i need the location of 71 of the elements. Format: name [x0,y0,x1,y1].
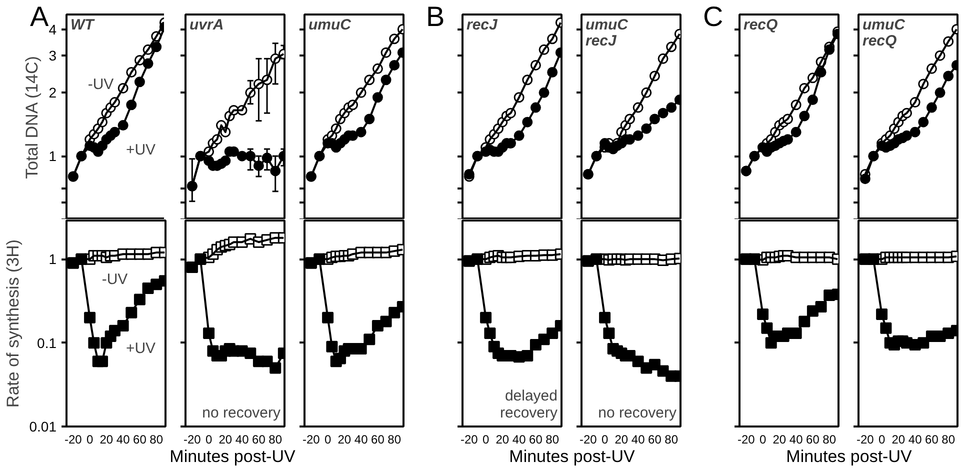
text: umuC recJ [586,16,630,50]
x-tick-label: 20 [100,432,114,446]
x-tick-label: -20 [183,432,202,446]
x-tick-label: 0 [759,432,766,446]
x-tick-label: 0 [86,432,94,446]
x-tick-label: 60 [371,432,385,446]
x-tick-label: 60 [648,432,662,446]
x-tick-label: 40 [789,432,804,446]
chart-title: recQ [744,16,778,34]
chart-title: WT [70,16,96,34]
x-axis-title: Minutes post-UV [170,447,296,466]
x-tick-label: 20 [772,432,786,446]
y-axis-title: Rate of synthesis (3H) [3,239,22,408]
y-tick-label: 1 [48,148,57,164]
chart-title: uvrA [190,16,224,34]
x-tick-label: 0 [482,432,490,446]
x-tick-label: 80 [388,432,402,446]
x-tick-label: -20 [302,432,320,446]
x-tick-label: 60 [133,432,147,446]
y-tick-label: 3 [48,48,57,64]
x-tick-label: 40 [512,432,526,446]
x-tick-label: 80 [664,432,678,446]
legend-label: -UV [88,76,114,93]
x-tick-label: 0 [324,432,332,446]
y-axis-title: Total DNA (14C) [22,56,42,179]
x-tick-label: 20 [892,432,906,446]
x-tick-label: 40 [354,432,368,446]
x-tick-label: -20 [460,432,478,446]
text: umuC recQ [862,16,906,50]
series-label: +UV [126,142,156,159]
x-tick-label: 40 [116,432,130,446]
x-tick-label: 0 [205,432,212,446]
x-tick-label: 60 [529,432,543,446]
x-tick-label: 20 [496,432,510,446]
chart-title: umuC [308,16,352,34]
y-tick-label: 0.01 [29,418,57,434]
x-tick-label: 40 [631,432,646,446]
series-label: -UV [102,271,128,288]
x-tick-label: 80 [150,432,164,446]
x-tick-label: 40 [235,432,250,446]
annotation: no recovery [202,404,281,422]
x-axis-title: Minutes post-UV [786,447,912,466]
y-tick-label: 0.1 [37,334,57,351]
x-tick-label: -20 [579,432,598,446]
x-tick-label: -20 [856,432,874,446]
y-tick-label: 4 [48,21,57,38]
text: A [30,1,49,32]
x-tick-label: 40 [908,432,922,446]
x-tick-label: 20 [614,432,628,446]
x-tick-label: 20 [218,432,232,446]
x-tick-label: -20 [64,432,82,446]
text: C [703,1,724,32]
chart-title: recJ [466,16,498,34]
x-tick-label: 60 [806,432,820,446]
x-tick-label: 80 [942,432,956,446]
x-tick-label: 80 [822,432,836,446]
y-tick-label: 2 [48,84,57,101]
y-tick-label: 1 [48,251,57,268]
x-tick-label: -20 [737,432,756,446]
x-axis-title: Minutes post-UV [509,447,635,466]
x-tick-label: 60 [252,432,266,446]
x-tick-label: 80 [546,432,560,446]
x-tick-label: 80 [268,432,282,446]
x-tick-label: 0 [601,432,608,446]
text: B [426,1,445,32]
legend-label: +UV [126,340,156,358]
annotation: no recovery [598,404,677,422]
annotation: delayed recovery [500,388,558,422]
x-tick-label: 20 [338,432,352,446]
x-tick-label: 0 [878,432,886,446]
x-tick-label: 60 [925,432,939,446]
